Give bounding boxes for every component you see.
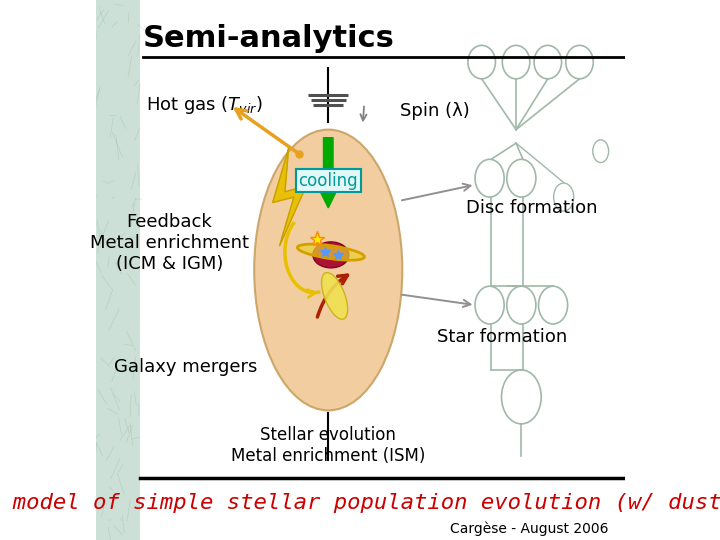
Text: Semi-analytics: Semi-analytics (143, 24, 395, 53)
Text: Feedback
Metal enrichment
(ICM & IGM): Feedback Metal enrichment (ICM & IGM) (90, 213, 249, 273)
Ellipse shape (313, 242, 349, 268)
Text: Hot gas ($T_{vir}$): Hot gas ($T_{vir}$) (145, 94, 263, 116)
Text: cooling: cooling (299, 172, 358, 190)
Text: Star formation: Star formation (437, 328, 567, 347)
FancyArrow shape (318, 138, 338, 208)
Ellipse shape (298, 245, 364, 260)
Text: + model of simple stellar population evolution (w/ dust): + model of simple stellar population evo… (0, 493, 720, 514)
FancyBboxPatch shape (96, 0, 140, 540)
Text: Spin (λ): Spin (λ) (400, 102, 469, 120)
Ellipse shape (322, 273, 348, 319)
Text: Disc formation: Disc formation (466, 199, 598, 217)
Ellipse shape (254, 130, 402, 410)
Polygon shape (273, 148, 306, 246)
Text: Galaxy mergers: Galaxy mergers (114, 358, 257, 376)
Text: Stellar evolution
Metal enrichment (ISM): Stellar evolution Metal enrichment (ISM) (231, 426, 426, 465)
Text: Cargèse - August 2006: Cargèse - August 2006 (450, 522, 608, 536)
